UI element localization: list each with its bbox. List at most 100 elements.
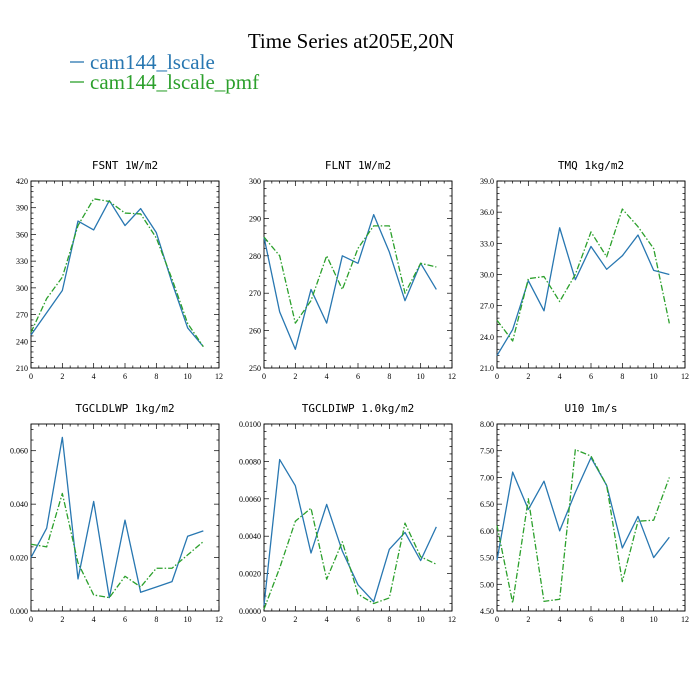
y-tick-label: 4.50 [480, 607, 494, 616]
y-tick-label: 290 [249, 214, 261, 223]
series-line-2 [263, 225, 437, 324]
y-tick-label: 7.00 [480, 473, 494, 482]
x-tick-label: 6 [123, 615, 127, 624]
x-tick-label: 10 [650, 615, 658, 624]
x-tick-label: 8 [154, 372, 158, 381]
y-tick-label: 250 [249, 364, 261, 373]
x-tick-label: 10 [417, 372, 425, 381]
plot-frame [30, 180, 220, 369]
x-tick-label: 4 [325, 372, 329, 381]
chart-panel-6: U10 1m/s 0 2 4 6 8 10 12 4.50 5.00 5.50 6.00 6.50 7.0… [480, 402, 689, 624]
panel-title: TGCLDIWP 1.0kg/m2 [302, 402, 415, 415]
x-tick-label: 10 [650, 372, 658, 381]
x-tick-label: 2 [293, 372, 297, 381]
y-tick-label: 30.0 [480, 271, 494, 280]
plot-frame [496, 180, 686, 369]
y-tick-label: 210 [16, 364, 28, 373]
y-tick-label: 0.0060 [239, 495, 261, 504]
panel-title: TGCLDLWP 1kg/m2 [75, 402, 174, 415]
panel-title: FLNT 1W/m2 [325, 159, 391, 172]
x-tick-label: 12 [681, 372, 689, 381]
y-tick-label: 0.0020 [239, 570, 261, 579]
series-line-2 [30, 492, 204, 599]
y-tick-label: 300 [249, 177, 261, 186]
panel-title: TMQ 1kg/m2 [558, 159, 624, 172]
x-tick-label: 0 [29, 372, 33, 381]
x-tick-label: 10 [184, 615, 192, 624]
plot-frame [263, 423, 453, 612]
x-tick-label: 4 [92, 372, 96, 381]
y-tick-label: 420 [16, 177, 28, 186]
y-tick-label: 330 [16, 257, 28, 266]
y-tick-label: 33.0 [480, 239, 494, 248]
y-tick-label: 0.060 [10, 447, 28, 456]
y-tick-label: 27.0 [480, 302, 494, 311]
x-tick-label: 6 [356, 372, 360, 381]
series-line-1 [496, 227, 670, 356]
series-line-1 [30, 199, 204, 348]
y-tick-label: 270 [16, 311, 28, 320]
x-tick-label: 4 [92, 615, 96, 624]
y-tick-label: 39.0 [480, 177, 494, 186]
legend: cam144_lscale cam144_lscale_pmf [70, 50, 259, 94]
chart-panel-4: TGCLDLWP 1kg/m2 0 2 4 6 8 10 12 0.000 0.020 0.040 0… [10, 402, 223, 624]
chart-panel-5: TGCLDIWP 1.0kg/m2 0 2 4 6 8 10 12 0.0000 0.0020 0.… [239, 402, 456, 624]
x-tick-label: 8 [620, 615, 624, 624]
x-tick-label: 6 [356, 615, 360, 624]
series-line-2 [496, 208, 670, 342]
y-tick-label: 21.0 [480, 364, 494, 373]
x-tick-label: 8 [387, 615, 391, 624]
x-tick-label: 0 [495, 615, 499, 624]
x-tick-label: 0 [262, 372, 266, 381]
x-tick-label: 8 [387, 372, 391, 381]
x-tick-label: 6 [589, 372, 593, 381]
x-tick-label: 4 [325, 615, 329, 624]
x-tick-label: 10 [417, 615, 425, 624]
y-tick-label: 300 [16, 284, 28, 293]
y-tick-label: 240 [16, 337, 28, 346]
y-tick-label: 0.0100 [239, 420, 261, 429]
y-tick-label: 260 [249, 327, 261, 336]
y-tick-label: 0.000 [10, 607, 28, 616]
y-tick-label: 360 [16, 230, 28, 239]
y-tick-label: 8.00 [480, 420, 494, 429]
x-tick-label: 12 [215, 372, 223, 381]
y-tick-label: 5.00 [480, 580, 494, 589]
series-line-2 [263, 507, 437, 610]
chart-panel-2: FLNT 1W/m2 0 2 4 6 8 10 12 250 260 270 280 290 300 [249, 159, 456, 381]
y-tick-label: 24.0 [480, 333, 494, 342]
x-tick-label: 12 [448, 615, 456, 624]
panel-grid: FSNT 1W/m20 2 4 6 8 10 12210240270300330360390… [10, 159, 689, 624]
y-tick-label: 7.50 [480, 447, 494, 456]
legend-label-2: cam144_lscale_pmf [90, 70, 259, 94]
x-tick-label: 2 [526, 372, 530, 381]
panel-title: U10 1m/s [565, 402, 618, 415]
y-tick-label: 5.50 [480, 554, 494, 563]
y-tick-label: 0.0040 [239, 532, 261, 541]
x-tick-label: 0 [29, 615, 33, 624]
series-line-2 [30, 198, 204, 347]
x-tick-label: 2 [60, 615, 64, 624]
x-tick-label: 2 [293, 615, 297, 624]
y-tick-label: 6.00 [480, 527, 494, 536]
y-tick-label: 390 [16, 204, 28, 213]
x-tick-label: 2 [526, 615, 530, 624]
x-tick-label: 6 [123, 372, 127, 381]
x-tick-label: 4 [558, 372, 562, 381]
chart-panel-3: TMQ 1kg/m2 0 2 4 6 8 10 12 21.0 24.0 27.0 30.0 33.0 3… [480, 159, 689, 381]
series-line-1 [263, 214, 437, 350]
x-tick-label: 0 [495, 372, 499, 381]
y-tick-label: 280 [249, 252, 261, 261]
x-tick-label: 12 [215, 615, 223, 624]
x-tick-label: 8 [154, 615, 158, 624]
x-tick-label: 10 [184, 372, 192, 381]
y-tick-label: 0.020 [10, 554, 28, 563]
x-tick-label: 4 [558, 615, 562, 624]
y-tick-label: 36.0 [480, 208, 494, 217]
x-tick-label: 0 [262, 615, 266, 624]
panel-title: FSNT 1W/m2 [92, 159, 158, 172]
x-tick-label: 6 [589, 615, 593, 624]
y-tick-label: 0.0080 [239, 457, 261, 466]
y-tick-label: 270 [249, 289, 261, 298]
